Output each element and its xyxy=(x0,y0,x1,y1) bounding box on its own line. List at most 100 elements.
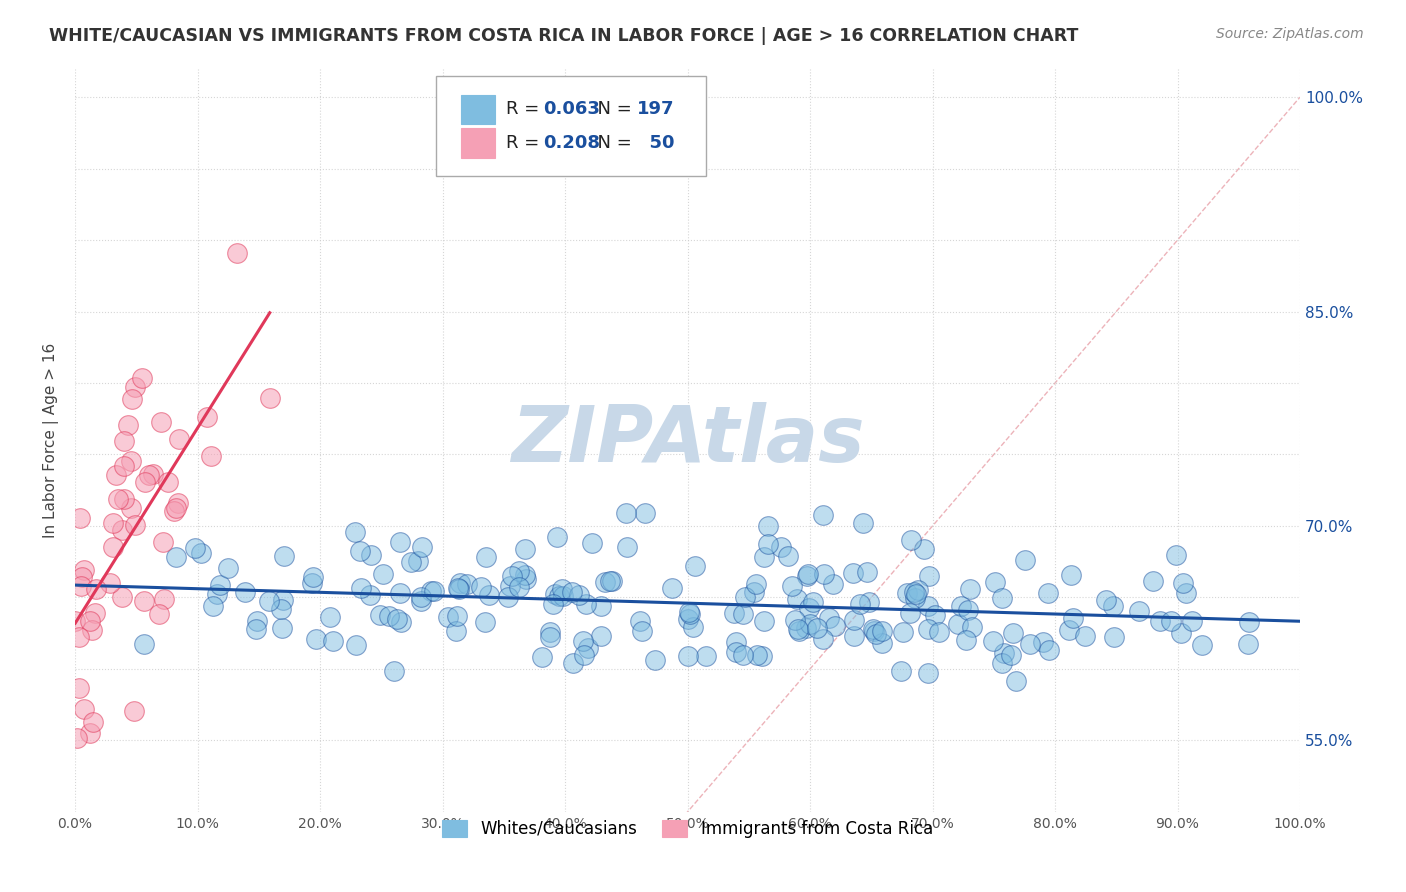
Point xyxy=(163,504,186,518)
Point xyxy=(955,632,977,647)
Point xyxy=(103,516,125,530)
Point xyxy=(682,620,704,634)
Point xyxy=(959,582,981,596)
Point xyxy=(676,648,699,663)
Point xyxy=(513,568,536,582)
Point xyxy=(200,449,222,463)
Point xyxy=(575,597,598,611)
Point xyxy=(538,630,561,644)
Point xyxy=(478,588,501,602)
Point xyxy=(599,574,621,588)
Point xyxy=(388,586,411,600)
Point xyxy=(80,624,103,638)
Point xyxy=(437,610,460,624)
Point xyxy=(67,631,90,645)
Point xyxy=(778,549,800,564)
Point xyxy=(724,634,747,648)
Point xyxy=(389,615,412,629)
Point xyxy=(589,629,612,643)
Point xyxy=(628,614,651,628)
Point xyxy=(898,606,921,620)
Point xyxy=(856,565,879,579)
Point xyxy=(67,681,90,695)
Point xyxy=(117,418,139,433)
Text: R =: R = xyxy=(506,134,546,152)
Point xyxy=(201,599,224,614)
Text: WHITE/CAUCASIAN VS IMMIGRANTS FROM COSTA RICA IN LABOR FORCE | AGE > 16 CORRELAT: WHITE/CAUCASIAN VS IMMIGRANTS FROM COSTA… xyxy=(49,27,1078,45)
Point xyxy=(600,574,623,589)
Point xyxy=(917,599,939,613)
Point xyxy=(576,641,599,656)
Point xyxy=(799,601,821,615)
Point xyxy=(79,614,101,628)
Point xyxy=(531,649,554,664)
Point xyxy=(65,731,87,746)
FancyBboxPatch shape xyxy=(436,76,706,177)
Point xyxy=(225,246,247,260)
Text: N =: N = xyxy=(586,101,637,119)
Point xyxy=(890,664,912,678)
Point xyxy=(270,621,292,635)
Point xyxy=(770,541,793,555)
Text: 0.208: 0.208 xyxy=(543,134,600,152)
Point xyxy=(956,603,979,617)
Point xyxy=(918,568,941,582)
Point xyxy=(107,492,129,507)
Point xyxy=(1171,575,1194,590)
Point xyxy=(572,633,595,648)
Point xyxy=(1094,593,1116,607)
Point xyxy=(104,467,127,482)
Point xyxy=(546,530,568,544)
Point xyxy=(904,591,927,606)
Point xyxy=(411,590,433,604)
Point xyxy=(120,500,142,515)
Point xyxy=(1057,624,1080,638)
Point xyxy=(515,572,537,586)
Point xyxy=(246,614,269,628)
Point xyxy=(132,637,155,651)
Text: ZIPAtlas: ZIPAtlas xyxy=(510,402,865,478)
Point xyxy=(946,617,969,632)
Point xyxy=(101,540,124,554)
Point xyxy=(1032,634,1054,648)
Point xyxy=(1002,626,1025,640)
Point xyxy=(852,516,875,530)
Text: 50: 50 xyxy=(637,134,675,152)
Point xyxy=(499,579,522,593)
Point xyxy=(322,633,344,648)
Point xyxy=(984,575,1007,590)
Point xyxy=(785,613,807,627)
Point xyxy=(1174,586,1197,600)
Point xyxy=(447,582,470,596)
Point xyxy=(167,496,190,510)
Point xyxy=(991,591,1014,605)
Point xyxy=(731,648,754,662)
Point xyxy=(82,715,104,730)
Point xyxy=(756,536,779,550)
Point xyxy=(634,506,657,520)
Text: 197: 197 xyxy=(637,101,675,119)
Text: Source: ZipAtlas.com: Source: ZipAtlas.com xyxy=(1216,27,1364,41)
Point xyxy=(896,586,918,600)
Point xyxy=(842,613,865,627)
Point xyxy=(72,563,94,577)
Point xyxy=(900,533,922,547)
Point xyxy=(616,540,638,554)
Point xyxy=(389,534,412,549)
Point xyxy=(124,517,146,532)
Point xyxy=(69,511,91,525)
Point xyxy=(382,664,405,678)
Point xyxy=(679,607,702,622)
Point xyxy=(120,454,142,468)
Point xyxy=(818,611,841,625)
Point xyxy=(73,702,96,716)
Point xyxy=(195,409,218,424)
Point xyxy=(568,588,591,602)
Point xyxy=(1181,615,1204,629)
Point xyxy=(745,576,768,591)
Point xyxy=(1019,637,1042,651)
Point xyxy=(960,619,983,633)
Point xyxy=(165,549,187,564)
Point xyxy=(446,624,468,639)
Point xyxy=(132,594,155,608)
